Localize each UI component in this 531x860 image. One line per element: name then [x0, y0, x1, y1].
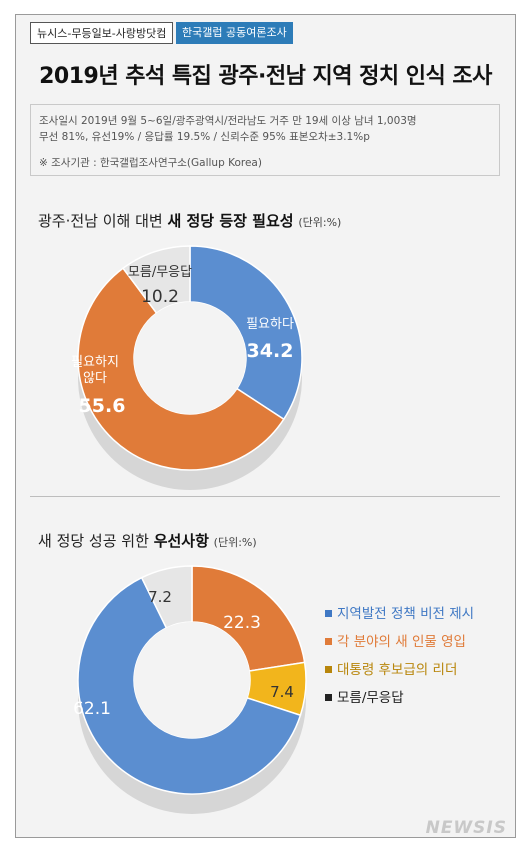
- chart2-legend: 지역발전 정책 비전 제시 각 분야의 새 인물 영입 대통령 후보급의 리더 …: [325, 600, 474, 712]
- legend-swatch-4: [325, 693, 332, 701]
- legend-item-2: 각 분야의 새 인물 영입: [325, 628, 474, 656]
- chart1-title-bold: 새 정당 등장 필요성: [167, 212, 294, 230]
- chart2-title-text: 새 정당 성공 위한: [38, 532, 154, 550]
- survey-info-line-1: 조사일시 2019년 9월 5~6일/광주광역시/전라남도 거주 만 19세 이…: [39, 115, 417, 127]
- chart1-value-3: 10.2: [141, 287, 179, 307]
- legend-item-3: 대통령 후보급의 리더: [325, 656, 474, 684]
- chart2-unit: (단위:%): [213, 536, 257, 549]
- chart1-donut: [77, 245, 303, 490]
- chart2-value-1: 22.3: [223, 613, 261, 633]
- chart1-label-1: 필요하다: [246, 317, 294, 332]
- survey-info-box: 조사일시 2019년 9월 5~6일/광주광역시/전라남도 거주 만 19세 이…: [30, 104, 500, 176]
- survey-info-line-2: 무선 81%, 유선19% / 응답률 19.5% / 신뢰수준 95% 표본오…: [39, 131, 370, 143]
- legend-item-1: 지역발전 정책 비전 제시: [325, 600, 474, 628]
- partner-tag: 한국갤럽 공동여론조사: [176, 22, 293, 44]
- chart2-donut: [77, 565, 307, 814]
- section-divider: [30, 496, 500, 497]
- chart1-value-2: 55.6: [79, 395, 126, 417]
- source-tag: 뉴시스-무등일보-사랑방닷컴: [30, 22, 174, 44]
- newsis-watermark: NEWSIS: [425, 818, 507, 838]
- chart2-title-bold: 우선사항: [153, 532, 209, 550]
- chart1-value-1: 34.2: [247, 340, 294, 362]
- legend-label-3: 대통령 후보급의 리더: [337, 662, 458, 678]
- chart1-unit: (단위:%): [298, 216, 342, 229]
- legend-label-4: 모름/무응답: [337, 690, 404, 706]
- legend-swatch-2: [325, 637, 332, 645]
- legend-item-4: 모름/무응답: [325, 684, 474, 712]
- chart2-value-2: 7.4: [270, 683, 294, 701]
- legend-label-2: 각 분야의 새 인물 영입: [337, 634, 466, 650]
- chart1-slice-1: [189, 245, 303, 421]
- chart1-label-2b: 않다: [83, 371, 107, 386]
- legend-swatch-1: [325, 609, 332, 617]
- survey-info-line-3: ※ 조사기관 : 한국갤럽조사연구소(Gallup Korea): [39, 157, 262, 169]
- chart2-value-3: 62.1: [73, 699, 111, 719]
- chart2-hole: [134, 622, 250, 738]
- legend-label-1: 지역발전 정책 비전 제시: [337, 606, 475, 622]
- chart2-value-4: 7.2: [148, 588, 172, 606]
- chart1-title-text: 광주·전남 이해 대변: [38, 212, 168, 230]
- chart2-title: 새 정당 성공 위한 우선사항 (단위:%): [38, 530, 257, 551]
- legend-swatch-3: [325, 665, 332, 673]
- chart1-label-3: 모름/무응답: [128, 265, 192, 280]
- chart1-label-2a: 필요하지: [71, 355, 119, 370]
- chart1-title: 광주·전남 이해 대변 새 정당 등장 필요성 (단위:%): [38, 210, 341, 231]
- page-title: 2019년 추석 특집 광주·전남 지역 정치 인식 조사: [39, 64, 492, 89]
- chart1-hole: [134, 302, 246, 414]
